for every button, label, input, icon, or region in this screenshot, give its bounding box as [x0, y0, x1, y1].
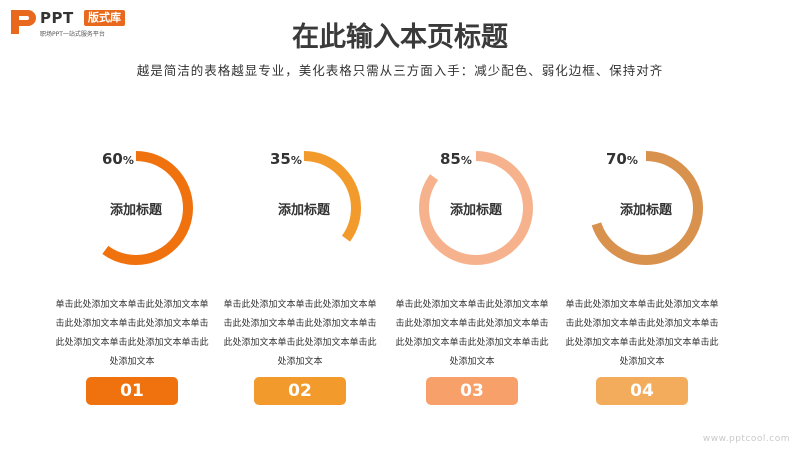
card-title[interactable]: 添加标题: [277, 203, 330, 218]
number-badge: 02: [254, 377, 346, 405]
logo: PPT 版式库 职场PPT一站式服务平台: [8, 8, 158, 42]
watermark: www.pptcool.com: [702, 434, 790, 444]
card-4: 70% 添加标题 单击此处添加文本单击此处添加文本单击此处添加文本单击此处添加文…: [562, 140, 722, 410]
percent-value: 60: [102, 150, 123, 168]
progress-ring: [589, 151, 703, 265]
percent-label: 85%: [440, 150, 472, 168]
percent-label: 35%: [270, 150, 302, 168]
card-3: 85% 添加标题 单击此处添加文本单击此处添加文本单击此处添加文本单击此处添加文…: [392, 140, 552, 410]
progress-ring: [79, 151, 193, 265]
progress-ring: [247, 151, 361, 265]
percent-value: 70: [606, 150, 627, 168]
card-1: 60% 添加标题 单击此处添加文本单击此处添加文本单击此处添加文本单击此处添加文…: [52, 140, 212, 410]
number-badge: 03: [426, 377, 518, 405]
card-title[interactable]: 添加标题: [109, 203, 162, 218]
number-badge: 04: [596, 377, 688, 405]
logo-slogan: 职场PPT一站式服务平台: [40, 31, 105, 38]
progress-arc: [79, 151, 193, 265]
progress-arc: [247, 151, 361, 265]
percent-unit: %: [626, 154, 638, 167]
card-description[interactable]: 单击此处添加文本单击此处添加文本单击此处添加文本单击此处添加文本单击此处添加文本…: [55, 300, 209, 367]
percent-value: 85: [440, 150, 461, 168]
percent-unit: %: [460, 154, 472, 167]
card-description[interactable]: 单击此处添加文本单击此处添加文本单击此处添加文本单击此处添加文本单击此处添加文本…: [565, 300, 719, 367]
logo-tag: 版式库: [84, 10, 125, 26]
logo-brand: PPT: [40, 9, 74, 27]
progress-ring: [419, 151, 533, 265]
page-title[interactable]: 在此输入本页标题: [292, 22, 508, 53]
percent-unit: %: [122, 154, 134, 167]
page-subtitle[interactable]: 越是简洁的表格越显专业，美化表格只需从三方面入手：减少配色、弱化边框、保持对齐: [136, 63, 664, 78]
card-title[interactable]: 添加标题: [619, 203, 672, 218]
card-2: 35% 添加标题 单击此处添加文本单击此处添加文本单击此处添加文本单击此处添加文…: [220, 140, 380, 410]
card-description[interactable]: 单击此处添加文本单击此处添加文本单击此处添加文本单击此处添加文本单击此处添加文本…: [395, 300, 549, 367]
progress-arc: [419, 151, 533, 265]
card-description[interactable]: 单击此处添加文本单击此处添加文本单击此处添加文本单击此处添加文本单击此处添加文本…: [223, 300, 377, 367]
percent-unit: %: [290, 154, 302, 167]
ppt-logo-icon: [11, 10, 36, 34]
percent-label: 60%: [102, 150, 134, 168]
card-title[interactable]: 添加标题: [449, 203, 502, 218]
progress-arc: [589, 151, 703, 265]
number-badge: 01: [86, 377, 178, 405]
percent-label: 70%: [606, 150, 638, 168]
percent-value: 35: [270, 150, 291, 168]
